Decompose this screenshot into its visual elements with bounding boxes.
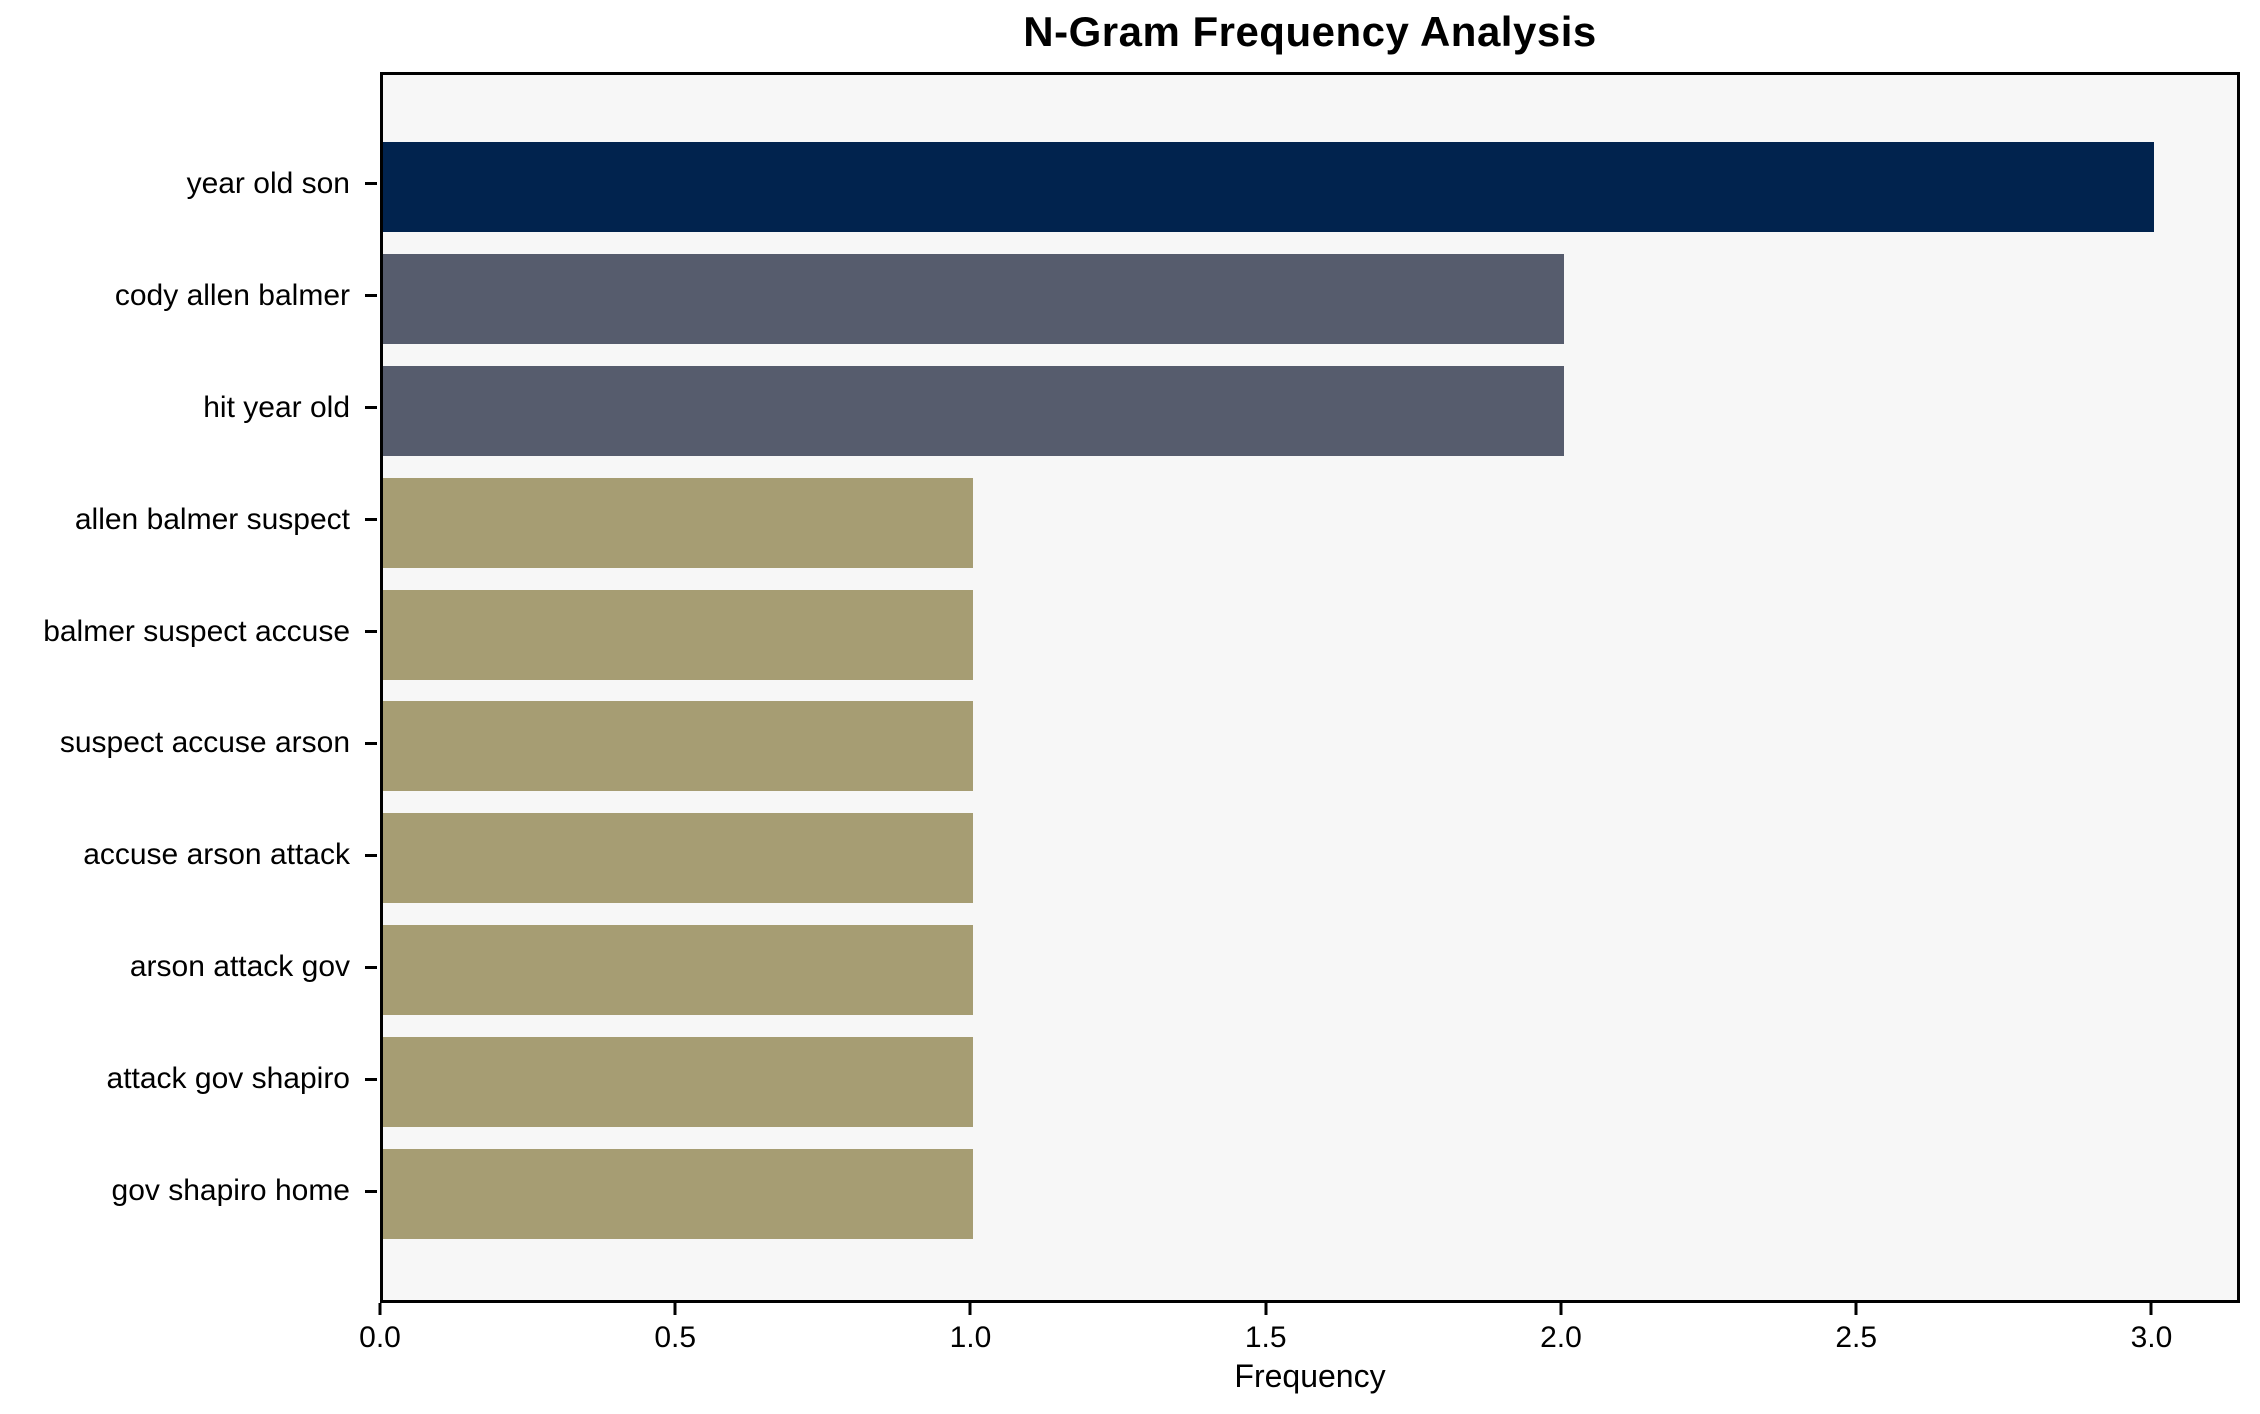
y-tick-label: arson attack gov — [129, 950, 350, 984]
x-tick-mark — [378, 1303, 382, 1315]
y-tick-label: hit year old — [203, 390, 350, 424]
bar-gov-shapiro-home — [383, 1149, 974, 1240]
bar-arson-attack-gov — [383, 925, 974, 1016]
x-axis: 0.0 0.5 1.0 1.5 2.0 2.5 3.0 — [359, 1303, 2240, 1393]
x-tick-label: 1.0 — [949, 1321, 992, 1354]
y-tick-mark — [365, 1077, 377, 1081]
y-tick-mark — [365, 518, 377, 522]
x-tick-label: 1.5 — [1244, 1321, 1287, 1354]
x-tick-label: 0.5 — [654, 1321, 697, 1354]
x-tick-label: 3.0 — [2130, 1321, 2173, 1354]
y-tick-label: allen balmer suspect — [74, 502, 350, 536]
bar-accuse-arson-attack — [383, 813, 974, 904]
bar-balmer-suspect-accuse — [383, 589, 974, 680]
x-tick-mark — [2149, 1303, 2153, 1315]
x-tick-mark — [1559, 1303, 1563, 1315]
bar-hit-year-old — [383, 365, 1564, 456]
y-tick-label: cody allen balmer — [114, 278, 350, 312]
y-tick-mark — [365, 1189, 377, 1193]
plot-area — [380, 72, 2240, 1303]
x-tick-label: 0.0 — [359, 1321, 401, 1354]
y-tick-mark — [365, 630, 377, 634]
bar-allen-balmer-suspect — [383, 477, 974, 568]
x-axis-title: Frequency — [1234, 1358, 1386, 1394]
y-tick-mark — [365, 294, 377, 298]
y-tick-mark — [365, 741, 377, 745]
y-tick-mark — [365, 965, 377, 969]
y-tick-label: suspect accuse arson — [59, 726, 350, 760]
y-tick-mark — [365, 182, 377, 186]
y-tick-label: balmer suspect accuse — [43, 614, 350, 648]
y-tick-label: accuse arson attack — [83, 838, 350, 872]
y-axis: year old son cody allen balmer hit year ol… — [0, 72, 380, 1303]
x-tick-label: 2.0 — [1540, 1321, 1582, 1354]
x-tick-mark — [673, 1303, 677, 1315]
y-tick-mark — [365, 406, 377, 410]
bar-suspect-accuse-arson — [383, 701, 974, 792]
x-tick-label: 2.5 — [1835, 1321, 1878, 1354]
bar-cody-allen-balmer — [383, 253, 1564, 344]
y-tick-label: gov shapiro home — [111, 1174, 350, 1208]
chart-title: N-Gram Frequency Analysis — [1023, 8, 1597, 55]
y-tick-label: attack gov shapiro — [106, 1062, 350, 1096]
y-tick-label: year old son — [186, 166, 350, 200]
x-tick-mark — [1854, 1303, 1858, 1315]
x-tick-mark — [1264, 1303, 1268, 1315]
bar-year-old-son — [383, 141, 2155, 232]
y-tick-mark — [365, 853, 377, 857]
x-tick-mark — [968, 1303, 972, 1315]
bar-attack-gov-shapiro — [383, 1037, 974, 1128]
